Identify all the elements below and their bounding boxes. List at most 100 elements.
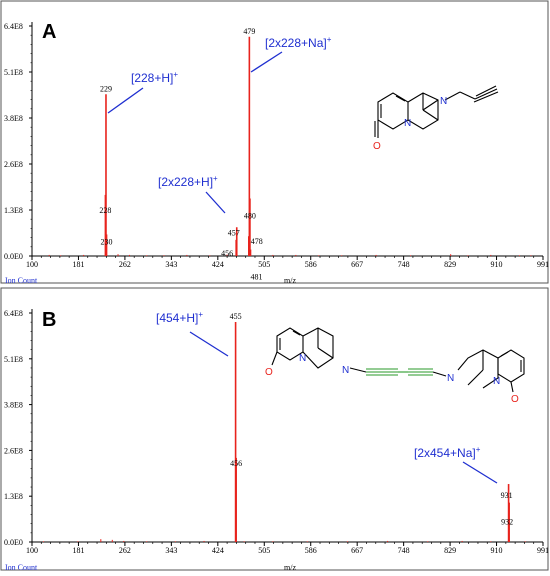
panel-b-letter: B — [42, 309, 56, 331]
annotation-2x454-na: [2x454+Na]+ — [414, 445, 481, 460]
linker-bond — [349, 367, 367, 373]
structure-b — [271, 327, 525, 393]
panel-a-x-label: m/z — [284, 276, 296, 285]
left-bicyclic-ring — [302, 327, 334, 369]
x-tick-label: 262 — [119, 546, 131, 555]
structure-a-oxygen: O — [373, 141, 381, 152]
x-tick-label: 181 — [72, 260, 84, 269]
x-tick-label: 424 — [212, 546, 224, 555]
carbonyl-bond — [510, 381, 514, 393]
y-tick-label: 0.0E0 — [4, 538, 23, 547]
panel-b-axes: 100 181 262 343 424 505 586 667 748 829 910 991 0.0E… — [4, 309, 549, 555]
double-bond — [500, 351, 509, 357]
annotation-454-h: [454+H]+ — [156, 310, 203, 325]
peak-label-478: 478 — [251, 237, 263, 246]
y-tick-label: 3.8E8 — [4, 401, 23, 410]
annotation-2x228-h: [2x228+H]+ — [158, 174, 218, 189]
structure-b-right-oxygen: O — [511, 394, 519, 405]
x-tick-label: 181 — [72, 546, 84, 555]
annotation-454-h-pointer — [189, 331, 229, 357]
x-tick-label: 748 — [398, 260, 410, 269]
peak-label-480: 480 — [244, 212, 256, 221]
annotation-228-h: [228+H]+ — [131, 70, 178, 85]
structure-a-ring-nitrogen: N — [404, 118, 411, 129]
annotation-2x228-na: [2x228+Na]+ — [265, 35, 332, 50]
bridge-bond — [422, 109, 439, 121]
x-tick-label: 586 — [305, 546, 317, 555]
y-tick-label: 1.3E8 — [4, 492, 23, 501]
x-tick-label: 829 — [444, 546, 456, 555]
carbonyl-bond — [271, 351, 278, 366]
annotation-228-h-pointer — [107, 87, 144, 114]
bridge-bond — [422, 99, 439, 111]
bridge-bond — [467, 369, 484, 386]
x-tick-label: 829 — [444, 260, 456, 269]
y-tick-label: 5.1E8 — [4, 355, 23, 364]
triple-bond — [475, 85, 497, 97]
x-tick-label: 100 — [26, 260, 38, 269]
x-tick-label: 505 — [258, 260, 270, 269]
x-tick-label: 667 — [351, 546, 363, 555]
bicyclic-ring — [407, 92, 439, 130]
y-tick-label: 2.6E8 — [4, 160, 23, 169]
x-tick-label: 262 — [119, 260, 131, 269]
peak-label-230: 230 — [101, 237, 113, 246]
panel-a-y-label: Ion Count — [5, 276, 38, 285]
peak-label-456: 456 — [230, 459, 242, 468]
x-tick-label: 424 — [212, 260, 224, 269]
right-pyridone-ring — [497, 349, 525, 383]
annotation-2x454-na-pointer — [462, 461, 498, 484]
x-tick-label: 100 — [26, 546, 38, 555]
structure-a-nitrogen: N — [440, 96, 447, 107]
structure-b-right-ring-nitrogen: N — [493, 376, 500, 387]
triple-bond — [474, 88, 498, 100]
triple-bond — [473, 91, 499, 103]
peak-label-228: 228 — [99, 206, 111, 215]
panel-b-x-label: m/z — [284, 563, 296, 572]
panel-a-letter: A — [42, 21, 56, 43]
peak-label-481: 481 — [251, 273, 263, 282]
x-tick-label: 343 — [165, 546, 177, 555]
x-tick-label: 991 — [537, 260, 549, 269]
structure-a — [374, 85, 499, 138]
structure-b-right-nitrogen: N — [447, 373, 454, 384]
x-tick-label: 991 — [537, 546, 549, 555]
y-tick-label: 5.1E8 — [4, 68, 23, 77]
peak-label-456: 456 — [221, 249, 233, 258]
panel-b-frame — [0, 287, 549, 571]
annotation-2x228-na-pointer — [250, 51, 283, 73]
x-tick-label: 910 — [491, 546, 503, 555]
y-tick-label: 6.4E8 — [4, 309, 23, 318]
structure-b-left-oxygen: O — [265, 367, 273, 378]
peak-label-931: 931 — [501, 491, 513, 500]
double-bond — [292, 330, 301, 336]
peak-label-457: 457 — [228, 228, 240, 237]
peak-label-229: 229 — [100, 84, 112, 93]
peak-label-479: 479 — [243, 27, 255, 36]
x-tick-label: 748 — [398, 546, 410, 555]
structure-b-left-ring-nitrogen: N — [299, 353, 306, 364]
propargyl-bond — [444, 91, 461, 101]
x-tick-label: 343 — [165, 260, 177, 269]
annotation-2x228-h-pointer — [205, 191, 226, 214]
y-tick-label: 3.8E8 — [4, 114, 23, 123]
x-tick-label: 586 — [305, 260, 317, 269]
bridge-bond — [317, 347, 334, 359]
panel-b-y-label: Ion Count — [5, 563, 38, 572]
structure-b-left-nitrogen: N — [342, 365, 349, 376]
x-tick-label: 505 — [258, 546, 270, 555]
panel-a-frame — [0, 0, 549, 284]
y-tick-label: 6.4E8 — [4, 22, 23, 31]
double-bond — [395, 95, 406, 102]
linker-bond — [432, 371, 447, 377]
peak-label-932: 932 — [501, 518, 513, 527]
right-bicyclic-ring — [457, 349, 499, 389]
y-tick-label: 0.0E0 — [4, 252, 23, 261]
x-tick-label: 667 — [351, 260, 363, 269]
y-tick-label: 2.6E8 — [4, 446, 23, 455]
x-tick-label: 910 — [491, 260, 503, 269]
panel-a-axes: 100 181 262 343 424 505 586 667 748 829 910 991 0.0E… — [4, 22, 549, 282]
y-tick-label: 1.3E8 — [4, 206, 23, 215]
propargyl-bond — [459, 91, 476, 100]
